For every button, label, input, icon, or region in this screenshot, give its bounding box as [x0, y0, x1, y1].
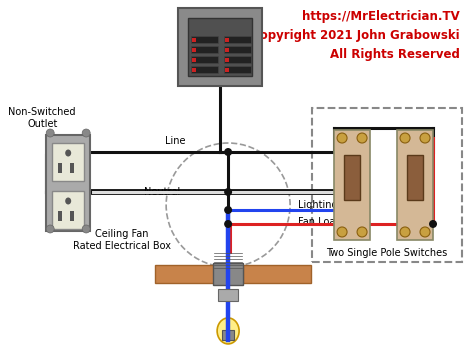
- Circle shape: [400, 227, 410, 237]
- Bar: [191, 46, 218, 53]
- Bar: [191, 56, 218, 63]
- Circle shape: [429, 220, 437, 228]
- Bar: [191, 66, 218, 73]
- Bar: [52, 191, 84, 229]
- Bar: [70, 163, 74, 173]
- Circle shape: [357, 133, 367, 143]
- Bar: [191, 36, 218, 43]
- Text: Two Single Pole Switches: Two Single Pole Switches: [327, 248, 447, 258]
- Bar: [58, 211, 62, 221]
- Bar: [225, 58, 229, 62]
- Circle shape: [224, 188, 232, 196]
- Text: Lighting Load: Lighting Load: [298, 200, 364, 210]
- Bar: [224, 66, 251, 73]
- Bar: [58, 163, 62, 173]
- Circle shape: [224, 220, 232, 228]
- Bar: [70, 211, 74, 221]
- Bar: [224, 56, 251, 63]
- Text: Fan Load: Fan Load: [298, 217, 342, 227]
- Circle shape: [46, 225, 54, 233]
- Circle shape: [224, 206, 232, 214]
- Bar: [225, 48, 229, 52]
- Ellipse shape: [65, 197, 71, 204]
- Bar: [224, 36, 251, 43]
- Bar: [334, 130, 370, 240]
- Bar: [192, 38, 196, 42]
- Circle shape: [46, 129, 54, 137]
- Bar: [188, 18, 252, 76]
- Circle shape: [82, 129, 90, 137]
- Bar: [192, 48, 196, 52]
- Text: Ceiling Fan
Rated Electrical Box: Ceiling Fan Rated Electrical Box: [73, 229, 171, 251]
- Bar: [344, 155, 360, 200]
- Bar: [224, 46, 251, 53]
- Bar: [222, 330, 234, 340]
- Circle shape: [420, 133, 430, 143]
- Bar: [407, 155, 423, 200]
- Bar: [243, 265, 311, 283]
- Circle shape: [224, 148, 232, 156]
- Bar: [52, 143, 84, 181]
- Text: https://MrElectrician.TV
Copyright 2021 John Grabowski
All Rights Reserved: https://MrElectrician.TV Copyright 2021 …: [251, 10, 460, 61]
- Text: Neutral: Neutral: [144, 187, 180, 197]
- Circle shape: [420, 227, 430, 237]
- Bar: [213, 263, 243, 285]
- Ellipse shape: [217, 318, 239, 344]
- Circle shape: [357, 227, 367, 237]
- Bar: [225, 68, 229, 72]
- Text: Line: Line: [165, 136, 185, 146]
- Text: Non-Switched
Outlet: Non-Switched Outlet: [9, 107, 76, 129]
- Bar: [312, 108, 462, 262]
- Bar: [192, 58, 196, 62]
- Bar: [192, 68, 196, 72]
- Ellipse shape: [65, 149, 71, 157]
- Bar: [397, 130, 433, 240]
- Circle shape: [82, 225, 90, 233]
- Bar: [225, 38, 229, 42]
- Circle shape: [400, 133, 410, 143]
- Circle shape: [337, 227, 347, 237]
- Bar: [178, 8, 262, 86]
- Circle shape: [337, 133, 347, 143]
- Bar: [218, 289, 238, 301]
- Bar: [46, 135, 90, 231]
- Bar: [155, 265, 223, 283]
